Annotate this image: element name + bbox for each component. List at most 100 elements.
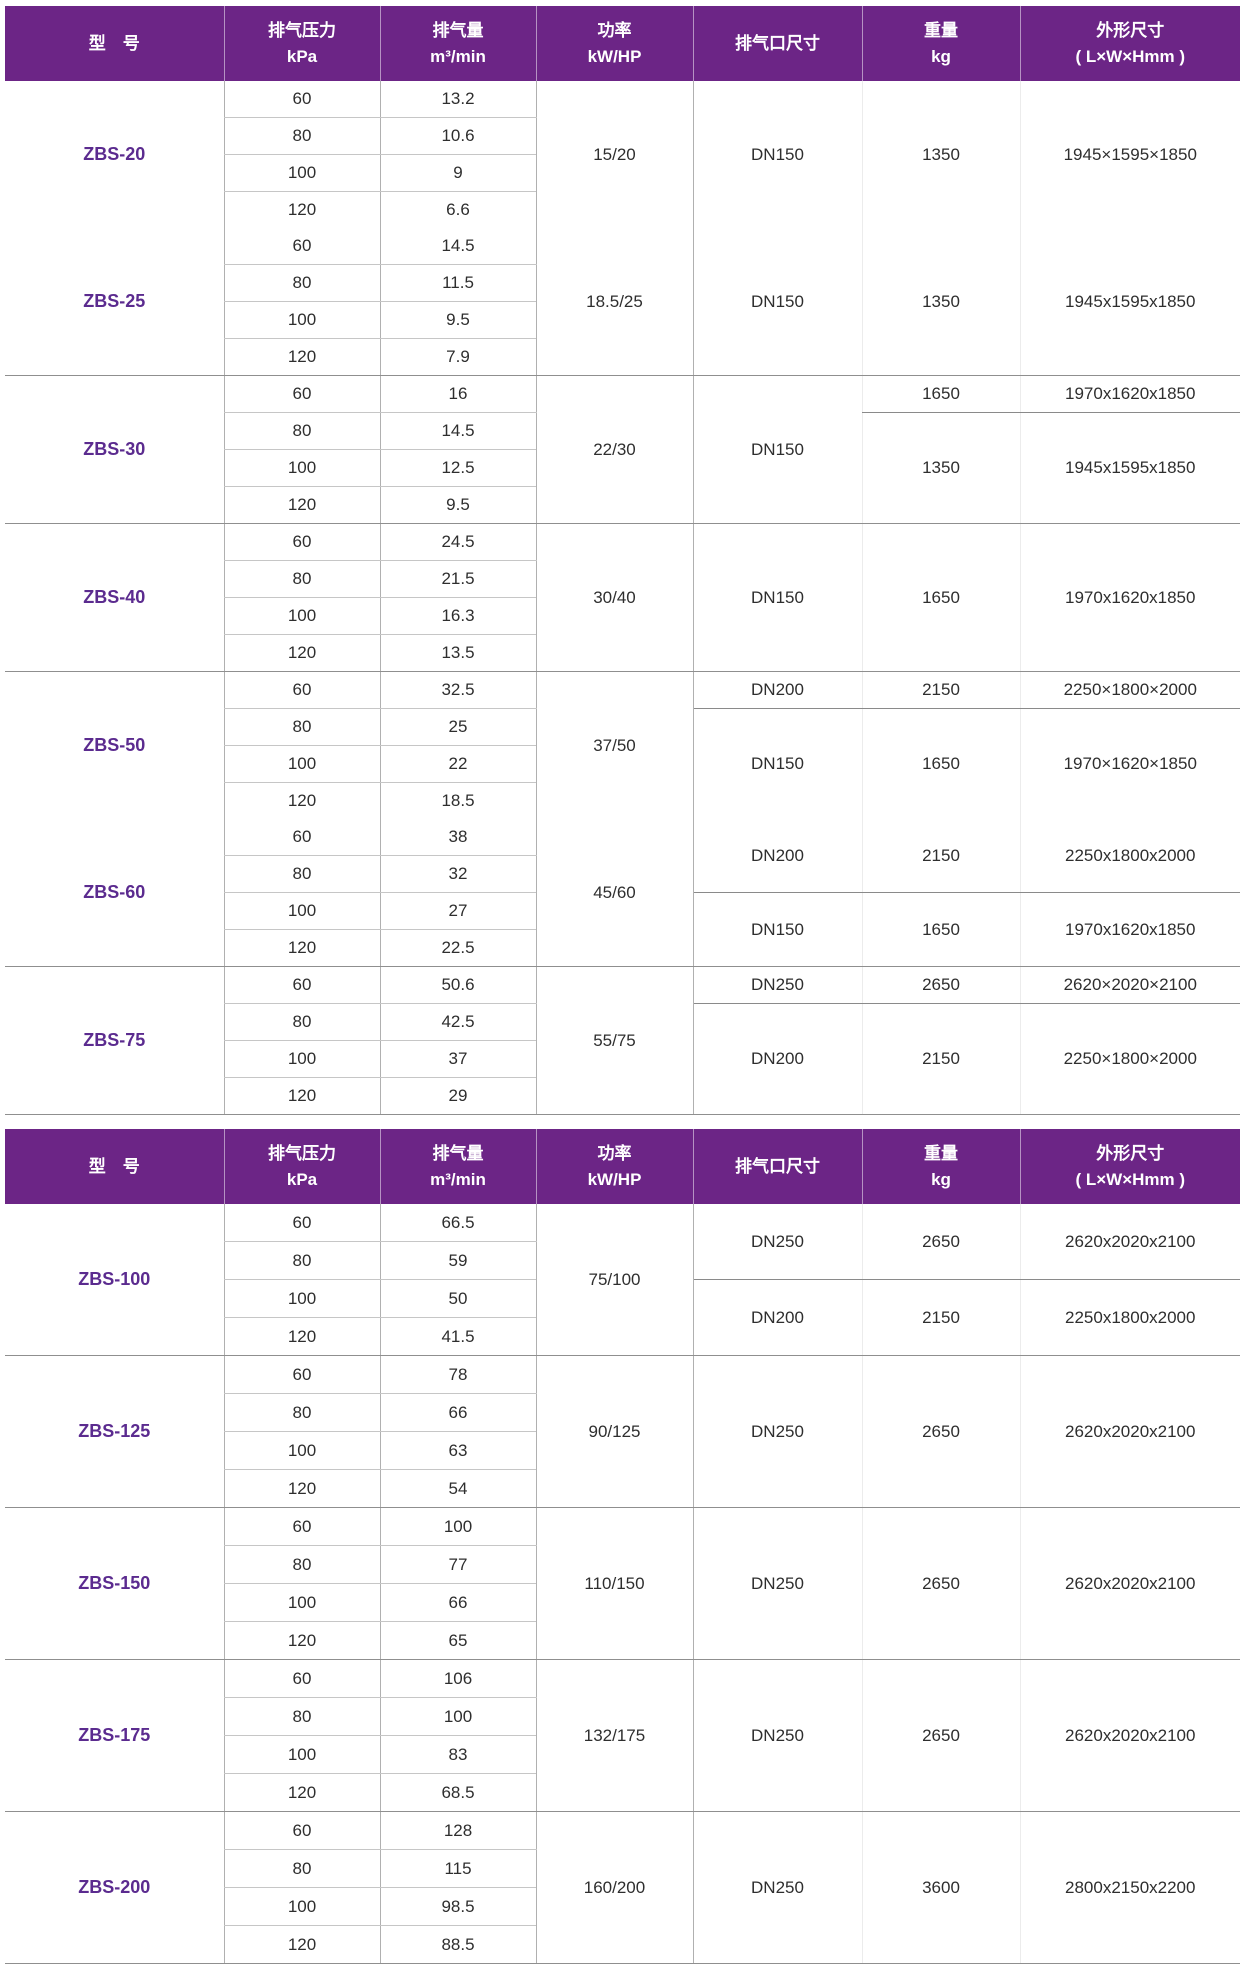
spec-row: 100 22	[5, 745, 1240, 783]
spec-row: 80 77	[5, 1545, 1240, 1584]
pressure-cell: 60	[223, 1355, 380, 1394]
spec-row: ZBS-60 60 38 45/60 DN200 2150 2250x1800x2000	[5, 819, 1240, 967]
pressure-cell: 100	[223, 301, 380, 339]
pressure-cell: 100	[223, 1431, 380, 1470]
volume-cell: 66.5	[379, 1204, 536, 1242]
pressure-cell: 60	[223, 523, 380, 561]
column-header-power-line: 功率	[597, 1144, 632, 1163]
pressure-cell: 60	[223, 819, 380, 856]
volume-cell: 25	[379, 708, 536, 746]
spec-row: 100 37	[5, 1040, 1240, 1078]
weight-cell: 1350	[861, 228, 1020, 376]
column-header-port-line: 排气口尺寸	[735, 1156, 820, 1176]
column-header-port: 排气口尺寸	[692, 1129, 862, 1204]
volume-cell: 38	[379, 819, 536, 856]
spec-row: 100 50 DN200 2150 2250x1800x2000	[5, 1279, 1240, 1356]
dims-cell: 2250x1800x2000	[1019, 1279, 1240, 1356]
model-cell: ZBS-20	[5, 81, 224, 228]
port-cell: DN250	[693, 1507, 862, 1660]
dims-cell: 1945x1595x1850	[1019, 228, 1240, 376]
model-cell: ZBS-100	[5, 1204, 224, 1356]
model-cell: ZBS-150	[5, 1507, 224, 1660]
pressure-cell: 120	[223, 1469, 380, 1508]
column-header-pressure-line: 排气压力	[268, 1144, 336, 1163]
dims-cell: 2620x2020x2100	[1019, 1659, 1240, 1812]
volume-cell: 10.6	[379, 117, 536, 155]
volume-cell: 32.5	[379, 671, 536, 709]
dims-cell: 1945×1595×1850	[1019, 81, 1240, 228]
pressure-cell: 120	[223, 782, 380, 819]
weight-cell: 2150	[861, 1003, 1020, 1115]
power-cell: 30/40	[535, 523, 694, 672]
volume-cell: 16.3	[379, 597, 536, 635]
column-header-port-line: 排气口尺寸	[735, 33, 820, 53]
spec-row: 120 29	[5, 1077, 1240, 1115]
pressure-cell: 120	[223, 191, 380, 228]
spec-row: 120 22.5	[5, 929, 1240, 967]
power-cell: 160/200	[535, 1811, 694, 1964]
dims-cell: 2620x2020x2100	[1019, 1507, 1240, 1660]
dims-cell: 2250x1800x2000	[1019, 819, 1240, 893]
power-cell: 15/20	[535, 81, 694, 228]
volume-cell: 77	[379, 1545, 536, 1584]
pressure-cell: 100	[223, 154, 380, 192]
volume-cell: 128	[379, 1811, 536, 1850]
column-header-weight: 重量 kg	[861, 1129, 1020, 1204]
spec-row: ZBS-75 60 50.6 55/75 DN250 2650 2620×2020×2100	[5, 966, 1240, 1115]
pressure-cell: 80	[223, 1003, 380, 1041]
column-header-dims-line: ( L×W×Hmm )	[1075, 1169, 1186, 1189]
weight-cell: 2650	[861, 1355, 1020, 1508]
column-header-pressure-line: kPa	[286, 1169, 318, 1189]
spec-row: 100 9.5	[5, 301, 1240, 339]
dims-cell: 1970x1620x1850	[1019, 892, 1240, 967]
volume-cell: 37	[379, 1040, 536, 1078]
column-header-volume: 排气量 m³/min	[379, 1129, 536, 1204]
pressure-cell: 80	[223, 1545, 380, 1584]
port-cell: DN150	[693, 228, 862, 376]
volume-cell: 32	[379, 855, 536, 893]
pressure-cell: 60	[223, 81, 380, 118]
spec-row: 80 32	[5, 855, 1240, 893]
spec-row: 80 21.5	[5, 560, 1240, 598]
weight-cell: 2650	[861, 1204, 1020, 1280]
column-header-weight-line: 重量	[924, 21, 958, 40]
volume-cell: 65	[379, 1621, 536, 1660]
port-cell: DN200	[693, 819, 862, 893]
column-header-power: 功率 kW/HP	[535, 6, 693, 81]
volume-cell: 7.9	[379, 338, 536, 376]
port-cell: DN200	[693, 1003, 862, 1115]
model-cell: ZBS-25	[5, 228, 224, 376]
volume-cell: 68.5	[379, 1773, 536, 1812]
pressure-cell: 100	[223, 1583, 380, 1622]
power-cell: 37/50	[535, 671, 694, 819]
spec-row: ZBS-40 60 24.5 30/40 DN150 1650 1970x1620x1850	[5, 523, 1240, 672]
column-header-dims-line: 外形尺寸	[1096, 1144, 1165, 1163]
pressure-cell: 80	[223, 1393, 380, 1432]
column-header-volume-line: m³/min	[430, 1169, 486, 1189]
volume-cell: 66	[379, 1393, 536, 1432]
pressure-cell: 80	[223, 855, 380, 893]
spec-row: 80 59	[5, 1241, 1240, 1280]
weight-cell: 1650	[861, 523, 1020, 672]
spec-row: ZBS-150 60 100 110/150 DN250 2650 2620x2020x21…	[5, 1507, 1240, 1660]
port-cell: DN250	[693, 966, 862, 1004]
pressure-cell: 100	[223, 892, 380, 930]
spec-row: ZBS-100 60 66.5 75/100 DN250 2650 2620x2020x21…	[5, 1204, 1240, 1356]
port-cell: DN200	[693, 1279, 862, 1356]
volume-cell: 78	[379, 1355, 536, 1394]
pressure-cell: 60	[223, 375, 380, 413]
pressure-cell: 60	[223, 1507, 380, 1546]
volume-cell: 24.5	[379, 523, 536, 561]
spec-row: 100 63	[5, 1431, 1240, 1470]
model-cell: ZBS-60	[5, 819, 224, 967]
port-cell: DN250	[693, 1355, 862, 1508]
weight-cell: 2150	[861, 819, 1020, 893]
model-cell: ZBS-40	[5, 523, 224, 672]
column-header-model: 型 号	[5, 1129, 224, 1204]
pressure-cell: 80	[223, 708, 380, 746]
port-cell: DN150	[693, 523, 862, 672]
dims-cell: 2620×2020×2100	[1019, 966, 1240, 1004]
dims-cell: 2800x2150x2200	[1019, 1811, 1240, 1964]
spec-row: 100 12.5	[5, 449, 1240, 487]
pressure-cell: 60	[223, 1659, 380, 1698]
